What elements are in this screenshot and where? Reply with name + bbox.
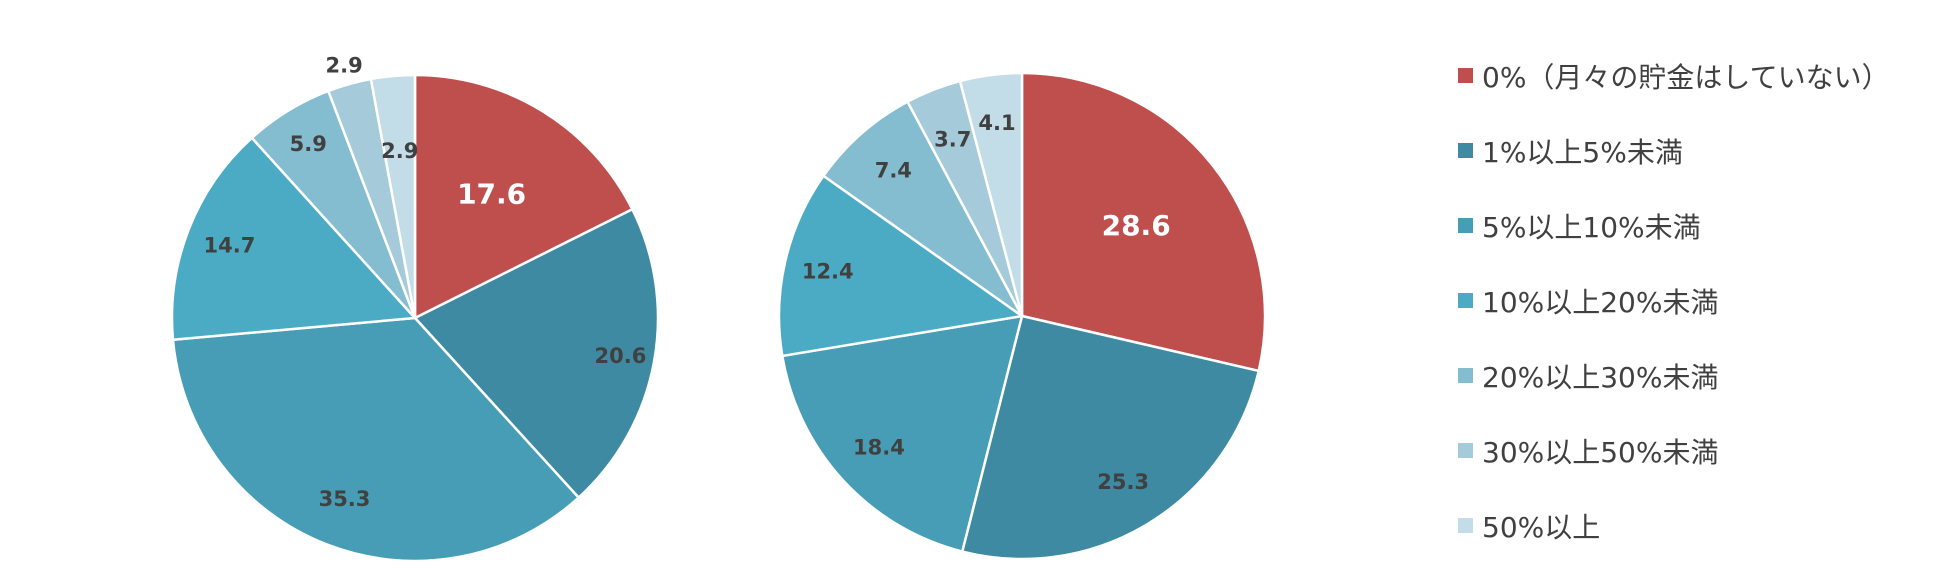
pie-2-slice-2 <box>780 314 1024 554</box>
pie-2-label-3: 12.4 <box>802 260 854 284</box>
legend-swatch-4 <box>1458 368 1473 383</box>
pie-2-label-1: 25.3 <box>1097 470 1149 494</box>
pie-1-label-1: 20.6 <box>595 344 647 368</box>
legend-item-6: 50%以上 <box>1458 488 1890 563</box>
pie-2-label-5: 3.7 <box>934 128 971 152</box>
legend-item-4: 20%以上30%未満 <box>1458 338 1890 413</box>
legend-label-6: 50%以上 <box>1482 510 1601 544</box>
pie-2-slice-0 <box>1020 71 1267 373</box>
legend-swatch-2 <box>1458 218 1473 233</box>
pie-1-label-0: 17.6 <box>457 177 526 210</box>
pie-2-slice-4 <box>821 99 1024 318</box>
legend-label-5: 30%以上50%未満 <box>1482 435 1719 469</box>
legend-item-3: 10%以上20%未満 <box>1458 263 1890 338</box>
pie-2-label-4: 7.4 <box>875 158 912 182</box>
legend-swatch-6 <box>1458 518 1473 533</box>
pie-1-label-5: 2.9 <box>325 53 362 77</box>
pie-2-label-0: 28.6 <box>1102 209 1171 242</box>
pie-1-slice-6 <box>369 73 417 319</box>
pie-2-slice-1 <box>960 314 1261 561</box>
legend-swatch-5 <box>1458 443 1473 458</box>
legend-item-5: 30%以上50%未満 <box>1458 413 1890 488</box>
legend-item-1: 1%以上5%未満 <box>1458 113 1890 188</box>
legend-item-0: 0%（月々の貯金はしていない） <box>1458 38 1890 113</box>
legend-label-4: 20%以上30%未満 <box>1482 360 1719 394</box>
legend-label-2: 5%以上10%未満 <box>1482 210 1701 244</box>
legend-swatch-0 <box>1458 68 1473 83</box>
legend-swatch-1 <box>1458 143 1473 158</box>
pie-1-label-6: 2.9 <box>381 139 418 163</box>
legend-item-2: 5%以上10%未満 <box>1458 188 1890 263</box>
legend: 0%（月々の貯金はしていない） 1%以上5%未満 5%以上10%未満 10%以上… <box>1458 38 1890 563</box>
pie-1-label-4: 5.9 <box>290 132 327 156</box>
legend-label-1: 1%以上5%未満 <box>1482 135 1683 169</box>
legend-swatch-3 <box>1458 293 1473 308</box>
legend-label-3: 10%以上20%未満 <box>1482 285 1719 319</box>
pie-1: 17.6 20.6 35.3 14.7 5.9 2.9 2.9 <box>170 53 660 563</box>
pie-2-slice-3 <box>777 174 1026 358</box>
legend-label-0: 0%（月々の貯金はしていない） <box>1482 60 1890 94</box>
pie-2-label-6: 4.1 <box>978 111 1015 135</box>
pie-1-slice-0 <box>413 73 635 321</box>
pie-1-slice-2 <box>171 316 581 563</box>
pie-1-label-2: 35.3 <box>319 487 371 511</box>
pie-2-label-2: 18.4 <box>853 436 905 460</box>
pie-1-slice-1 <box>412 207 660 500</box>
pie-1-slice-3 <box>170 136 418 342</box>
pie-2-slice-6 <box>958 71 1024 317</box>
pie-1-label-3: 14.7 <box>204 233 256 257</box>
pie-2: 28.6 25.3 18.4 12.4 7.4 3.7 4.1 <box>777 71 1267 561</box>
